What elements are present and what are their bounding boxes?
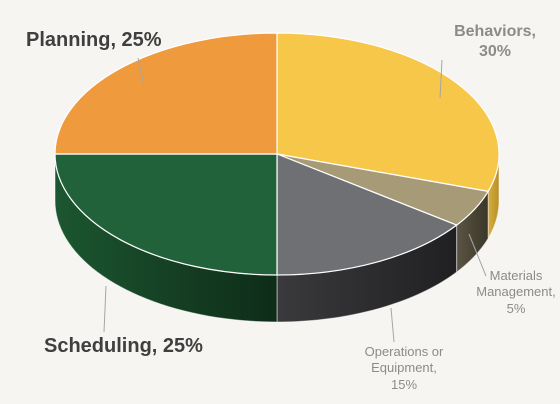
label-materials-line1: Materials [489,268,543,283]
label-materials-management: Materials Management, 5% [474,268,558,317]
pie-slice-behaviors [276,32,500,192]
label-behaviors: Behaviors, 30% [436,22,554,62]
label-scheduling: Scheduling, 25% [44,335,203,357]
label-operations-equipment: Operations or Equipment, 15% [348,344,460,393]
leader-operations [390,307,395,343]
leader-scheduling [103,285,107,333]
label-operations-line2: Equipment, [371,360,437,376]
pie-slice-operations-or-equipment [276,153,458,276]
pie-slice-planning [54,32,278,155]
pie-slice-scheduling [54,153,278,276]
pie-top-faces [54,32,500,276]
leader-behaviors [439,59,443,99]
label-behaviors-line2: 30% [478,43,512,60]
leader-planning [137,57,145,87]
label-planning: Planning, 25% [26,29,162,51]
leader-lines [103,57,487,343]
label-operations-line1: Operations or [364,344,444,359]
label-operations-line3: 15% [390,376,418,392]
leader-materials [468,233,487,277]
label-materials-line2: Management, [476,284,556,300]
label-materials-line3: 5% [506,300,526,316]
label-behaviors-line1: Behaviors, [454,23,536,40]
